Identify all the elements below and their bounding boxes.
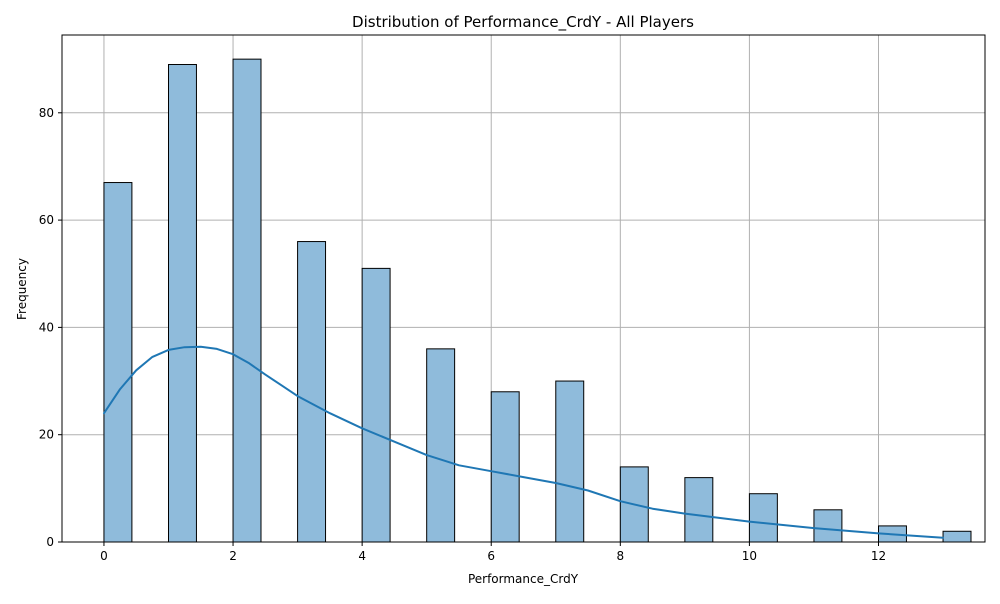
histogram-bar	[813, 509, 843, 543]
histogram-bar	[426, 348, 456, 543]
histogram-bar	[942, 530, 972, 543]
histogram-bar	[555, 380, 585, 543]
y-tick-label: 40	[39, 320, 54, 334]
histogram-bar	[103, 182, 133, 543]
plot-area-frame	[61, 34, 986, 543]
x-tick-label: 12	[871, 549, 886, 563]
x-tick-label: 0	[100, 549, 108, 563]
x-tick-label: 4	[358, 549, 366, 563]
histogram-bar	[684, 477, 714, 543]
y-tick-label: 0	[46, 535, 54, 549]
y-tick-label: 20	[39, 428, 54, 442]
y-tick-label: 80	[39, 106, 54, 120]
x-tick-label: 2	[229, 549, 237, 563]
y-axis-label: Frequency	[15, 258, 29, 320]
histogram-bar	[748, 493, 778, 543]
y-tick-label: 60	[39, 213, 54, 227]
histogram-bar	[168, 64, 197, 543]
histogram-bar	[490, 391, 520, 543]
y-axis-ticks: 0 20 40 60 80	[39, 106, 62, 549]
histogram-bar	[232, 58, 262, 543]
x-axis-ticks: 0 2 4 6 8 10 12	[100, 542, 886, 563]
histogram-bar	[361, 267, 391, 543]
x-axis-label: Performance_CrdY	[468, 572, 579, 586]
x-tick-label: 10	[742, 549, 757, 563]
histogram-bars	[103, 58, 972, 543]
chart-title: Distribution of Performance_CrdY - All P…	[352, 13, 694, 32]
x-tick-label: 8	[616, 549, 624, 563]
x-tick-label: 6	[487, 549, 495, 563]
histogram-bar	[297, 241, 327, 543]
kde-curve-line	[103, 345, 944, 539]
kde-curve-group	[103, 345, 944, 539]
